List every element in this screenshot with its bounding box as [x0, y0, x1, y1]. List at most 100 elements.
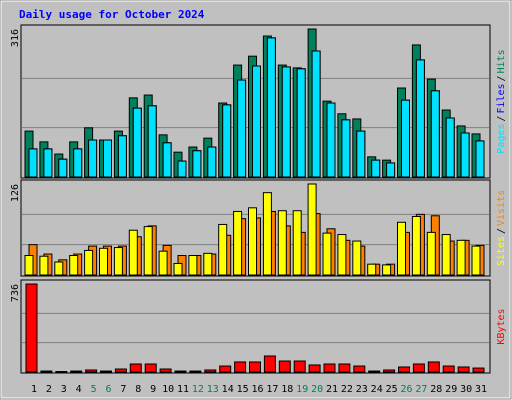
- bar: [159, 368, 172, 373]
- bar: [308, 364, 321, 373]
- bar: [143, 226, 153, 276]
- bar: [356, 130, 366, 178]
- legend-separator: /: [496, 228, 507, 234]
- bar: [386, 162, 396, 178]
- bar: [129, 363, 142, 373]
- bar: [415, 59, 425, 178]
- bar: [85, 369, 98, 373]
- legend-entry: Files: [496, 83, 507, 113]
- bar: [219, 365, 232, 373]
- bar: [398, 366, 410, 373]
- x-tick-label: 26: [400, 384, 412, 395]
- legend: KBytes: [496, 308, 507, 344]
- bar: [371, 159, 381, 178]
- x-tick-label: 15: [237, 384, 249, 395]
- x-tick-label: 21: [326, 384, 338, 395]
- bar: [40, 370, 53, 373]
- bar: [367, 263, 377, 276]
- x-tick-label: 14: [222, 384, 234, 395]
- y-tick-label: 736: [10, 284, 21, 302]
- bar: [307, 183, 317, 276]
- bar: [323, 363, 336, 373]
- x-tick-label: 28: [430, 384, 442, 395]
- bar: [471, 245, 481, 276]
- bar: [162, 142, 172, 178]
- bar: [445, 117, 455, 178]
- x-tick-label: 23: [356, 384, 368, 395]
- x-tick-label: 24: [371, 384, 383, 395]
- bar: [266, 37, 276, 178]
- x-tick-label: 6: [105, 384, 111, 395]
- y-tick-label: 126: [10, 184, 21, 202]
- bar: [426, 231, 436, 276]
- x-tick-label: 10: [162, 384, 174, 395]
- legend-entry: Hits: [496, 49, 507, 73]
- legend: Sites / Visits: [496, 190, 507, 266]
- bar: [233, 210, 243, 276]
- x-tick-label: 2: [46, 384, 52, 395]
- bar: [248, 207, 257, 276]
- x-tick-label: 1: [31, 384, 37, 395]
- bar: [338, 363, 351, 373]
- legend-entry: Pages: [496, 124, 507, 154]
- chart-title: Daily usage for October 2024: [19, 8, 205, 21]
- bar: [113, 247, 123, 276]
- bar: [293, 360, 306, 373]
- bar: [278, 360, 291, 373]
- x-tick-label: 30: [460, 384, 472, 395]
- bar: [401, 99, 410, 178]
- bar: [292, 210, 302, 276]
- x-tick-label: 7: [120, 384, 126, 395]
- x-tick-label: 27: [415, 384, 427, 395]
- bar: [43, 148, 53, 178]
- bar: [252, 65, 261, 178]
- bar: [117, 135, 127, 178]
- x-tick-label: 11: [177, 384, 189, 395]
- bar: [192, 150, 202, 178]
- bar: [88, 139, 98, 178]
- legend-separator: /: [496, 75, 507, 81]
- bar: [337, 234, 347, 276]
- bar: [147, 105, 157, 178]
- bar: [427, 361, 440, 373]
- legend: Pages / Files / Hits: [496, 49, 507, 153]
- x-tick-label: 8: [135, 384, 141, 395]
- bar: [132, 107, 142, 178]
- bar: [222, 104, 232, 178]
- bar: [144, 363, 157, 373]
- x-tick-label: 12: [192, 384, 204, 395]
- x-tick-label: 16: [251, 384, 263, 395]
- bar: [173, 262, 183, 276]
- x-tick-label: 13: [207, 384, 219, 395]
- legend-separator: /: [496, 116, 507, 122]
- bar: [174, 370, 187, 373]
- bar: [411, 216, 421, 276]
- bar: [249, 361, 261, 373]
- bar: [177, 160, 187, 178]
- bar: [352, 240, 362, 276]
- x-tick-label: 25: [386, 384, 398, 395]
- bar: [353, 365, 366, 373]
- bar: [114, 368, 127, 373]
- bar: [203, 252, 213, 276]
- bar: [442, 365, 455, 373]
- bar: [322, 232, 332, 276]
- bar: [103, 139, 112, 178]
- bar: [237, 79, 247, 178]
- bar: [460, 132, 470, 178]
- panel: [20, 279, 491, 374]
- legend-entry: Sites: [496, 236, 507, 266]
- bar: [204, 369, 217, 373]
- bar: [189, 370, 202, 373]
- legend-entry: KBytes: [496, 308, 507, 344]
- x-tick-label: 5: [91, 384, 97, 395]
- bar: [188, 255, 198, 276]
- bar: [158, 250, 168, 276]
- bar: [456, 239, 466, 276]
- bar: [412, 363, 425, 373]
- bar: [69, 255, 79, 276]
- bar: [296, 68, 306, 178]
- bar: [441, 234, 451, 276]
- x-tick-label: 17: [266, 384, 278, 395]
